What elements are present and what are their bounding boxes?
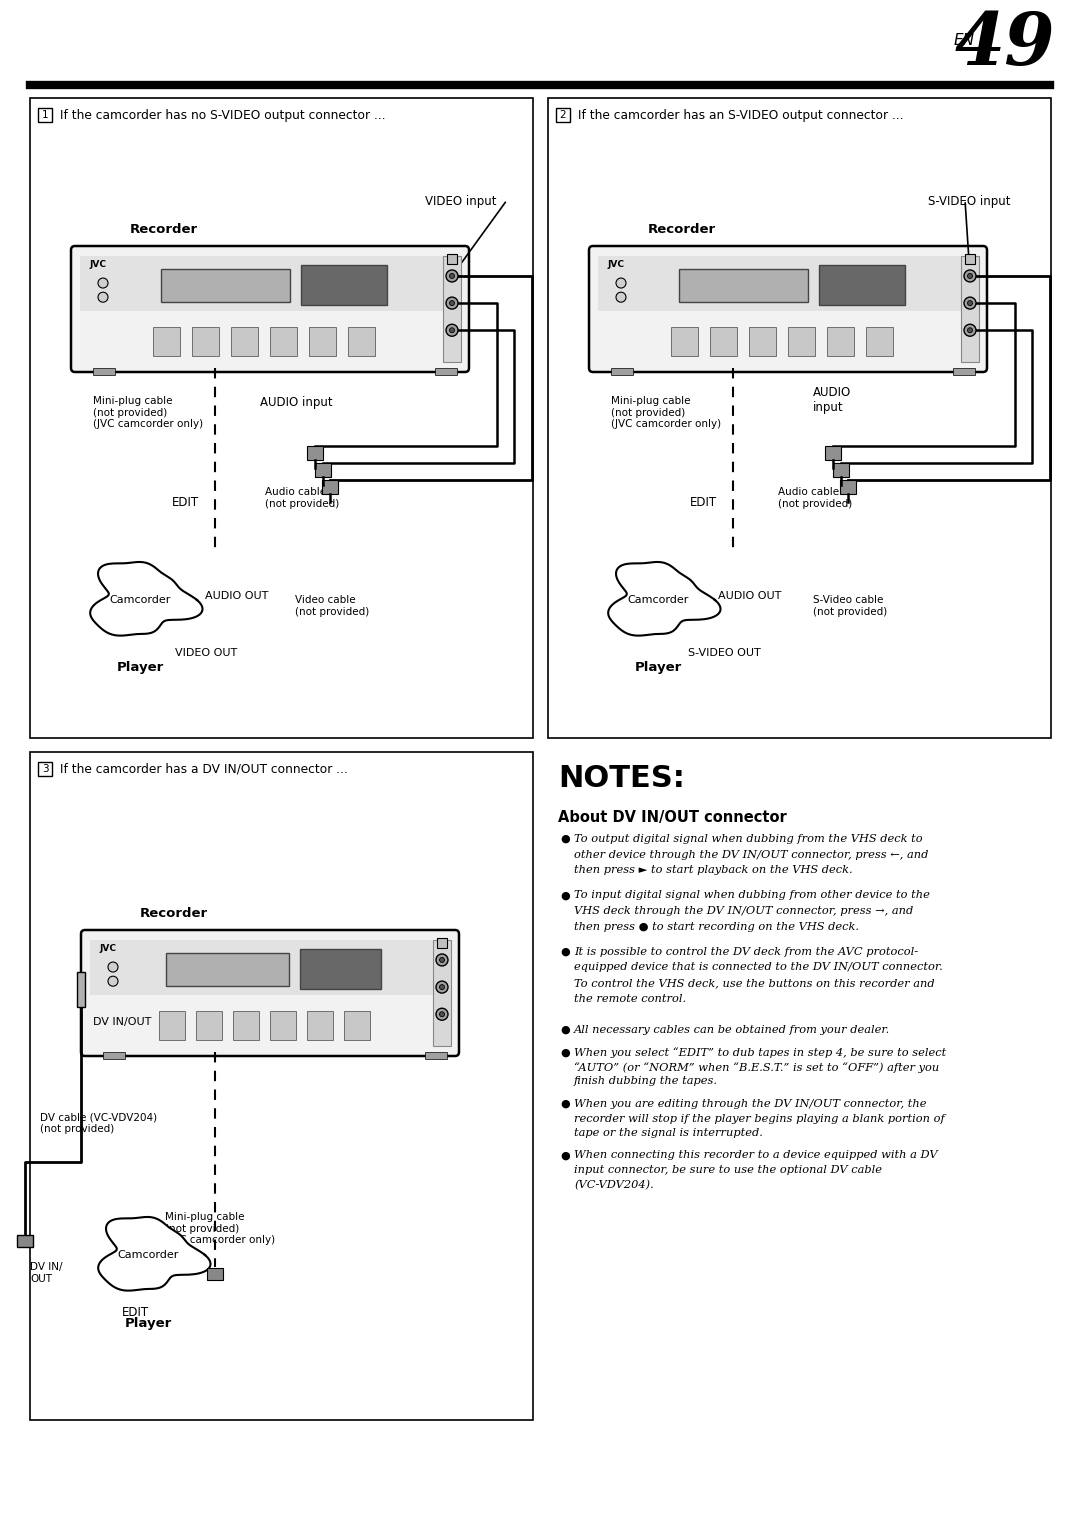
Text: 49: 49	[955, 9, 1055, 79]
Text: Mini-plug cable
(not provided)
(JVC camcorder only): Mini-plug cable (not provided) (JVC camc…	[611, 396, 721, 429]
Text: the remote control.: the remote control.	[573, 993, 686, 1004]
Text: NOTES:: NOTES:	[558, 764, 685, 793]
Text: tape or the signal is interrupted.: tape or the signal is interrupted.	[573, 1128, 762, 1138]
Text: PAUSE
connector: PAUSE connector	[868, 267, 920, 290]
Circle shape	[440, 984, 445, 990]
Text: ●: ●	[561, 834, 570, 843]
Bar	[77, 972, 85, 1007]
Text: Camcorder: Camcorder	[118, 1250, 178, 1261]
Text: EN: EN	[954, 34, 975, 47]
Text: To control the VHS deck, use the buttons on this recorder and: To control the VHS deck, use the buttons…	[573, 978, 934, 989]
Text: If the camcorder has a DV IN/OUT connector ...: If the camcorder has a DV IN/OUT connect…	[56, 762, 348, 776]
Bar	[710, 327, 738, 356]
Circle shape	[616, 292, 626, 303]
Text: PAUSE
connector: PAUSE connector	[340, 952, 392, 973]
FancyBboxPatch shape	[71, 246, 469, 371]
Text: AUDIO OUT: AUDIO OUT	[205, 591, 268, 601]
Bar	[437, 938, 447, 949]
Text: Audio cable
(not provided): Audio cable (not provided)	[778, 487, 852, 509]
Bar	[233, 1010, 259, 1041]
Bar	[166, 953, 288, 986]
Bar	[435, 368, 457, 374]
FancyBboxPatch shape	[589, 246, 987, 371]
Text: AUDIO input: AUDIO input	[260, 396, 333, 410]
Text: VIDEO input: VIDEO input	[426, 196, 497, 208]
Bar	[80, 255, 460, 312]
Circle shape	[108, 976, 118, 986]
Text: When connecting this recorder to a device equipped with a DV: When connecting this recorder to a devic…	[573, 1151, 937, 1160]
Text: If the camcorder has no S-VIDEO output connector ...: If the camcorder has no S-VIDEO output c…	[56, 108, 386, 122]
Bar	[103, 1051, 125, 1059]
Bar	[840, 480, 856, 494]
Circle shape	[968, 327, 972, 333]
Text: Mini-plug cable
(not provided)
(JVC camcorder only): Mini-plug cable (not provided) (JVC camc…	[165, 1212, 275, 1245]
Text: EDIT: EDIT	[172, 497, 199, 509]
Circle shape	[436, 1008, 448, 1021]
Text: Player: Player	[124, 1317, 172, 1329]
Circle shape	[98, 278, 108, 289]
Text: then press ► to start playback on the VHS deck.: then press ► to start playback on the VH…	[573, 865, 852, 876]
Bar	[833, 463, 849, 477]
Bar	[348, 327, 376, 356]
Bar	[192, 327, 219, 356]
Text: Recorder: Recorder	[140, 908, 208, 920]
Text: PAUSE
connector: PAUSE connector	[350, 267, 403, 290]
Bar	[270, 1010, 296, 1041]
Text: Player: Player	[634, 662, 681, 674]
Text: “AUTO” (or “NORM” when “B.E.S.T.” is set to “OFF”) after you: “AUTO” (or “NORM” when “B.E.S.T.” is set…	[573, 1062, 940, 1073]
Bar	[17, 1235, 33, 1247]
Circle shape	[436, 981, 448, 993]
Bar	[825, 446, 841, 460]
Bar	[38, 108, 52, 122]
Text: Recorder: Recorder	[130, 223, 198, 235]
Polygon shape	[608, 562, 720, 636]
Bar	[966, 254, 975, 264]
Polygon shape	[98, 1216, 211, 1291]
Text: input connector, be sure to use the optional DV cable: input connector, be sure to use the opti…	[573, 1164, 882, 1175]
Bar	[750, 327, 777, 356]
Text: S-Video cable
(not provided): S-Video cable (not provided)	[813, 596, 888, 617]
Circle shape	[446, 324, 458, 336]
Text: Mini-plug cable
(not provided)
(JVC camcorder only): Mini-plug cable (not provided) (JVC camc…	[93, 396, 203, 429]
Circle shape	[98, 292, 108, 303]
Circle shape	[964, 296, 976, 309]
Circle shape	[108, 963, 118, 972]
Bar	[611, 368, 633, 374]
Bar	[322, 480, 338, 494]
Text: JVC: JVC	[607, 260, 624, 269]
Bar	[153, 327, 180, 356]
Text: DV cable (VC-VDV204)
(not provided): DV cable (VC-VDV204) (not provided)	[40, 1112, 157, 1134]
Text: Camcorder: Camcorder	[109, 594, 171, 605]
Bar	[866, 327, 893, 356]
Text: finish dubbing the tapes.: finish dubbing the tapes.	[573, 1077, 718, 1086]
Text: 1: 1	[42, 110, 49, 121]
Bar	[443, 257, 461, 362]
Bar	[827, 327, 854, 356]
Text: recorder will stop if the player begins playing a blank portion of: recorder will stop if the player begins …	[573, 1114, 945, 1123]
Bar	[161, 269, 289, 303]
Text: other device through the DV IN/OUT connector, press ←, and: other device through the DV IN/OUT conne…	[573, 850, 929, 859]
Bar	[433, 940, 451, 1047]
Bar	[556, 108, 570, 122]
Text: JVC: JVC	[89, 260, 106, 269]
Text: S-VIDEO input: S-VIDEO input	[928, 196, 1011, 208]
Circle shape	[964, 324, 976, 336]
Text: All necessary cables can be obtained from your dealer.: All necessary cables can be obtained fro…	[573, 1025, 890, 1034]
Bar	[270, 327, 297, 356]
Bar	[307, 1010, 333, 1041]
Text: ●: ●	[561, 1048, 570, 1057]
Circle shape	[449, 301, 455, 306]
Text: EDIT: EDIT	[121, 1305, 149, 1319]
Text: DV IN/OUT: DV IN/OUT	[93, 1018, 151, 1027]
Text: AUDIO
input: AUDIO input	[813, 387, 851, 414]
Text: 3: 3	[42, 764, 49, 775]
Bar	[309, 327, 336, 356]
Circle shape	[440, 1012, 445, 1016]
Bar	[231, 327, 258, 356]
FancyBboxPatch shape	[81, 931, 459, 1056]
Bar	[159, 1010, 185, 1041]
Text: EDIT: EDIT	[689, 497, 716, 509]
Bar	[548, 98, 1051, 738]
Bar	[307, 446, 323, 460]
Bar	[90, 940, 450, 995]
